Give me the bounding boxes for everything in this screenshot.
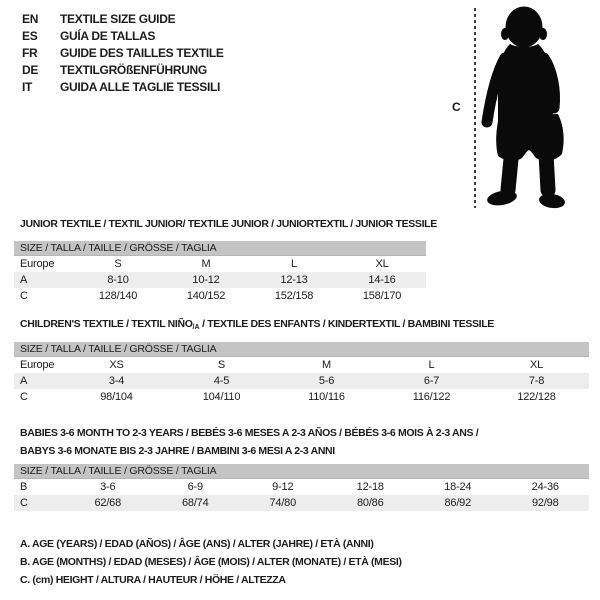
value-cell: 62/68 [94,497,122,509]
table-row: A 3-4 4-5 5-6 6-7 7-8 [14,373,589,389]
footnote-height-cm: C. (cm) HEIGHT / ALTURA / HAUTEUR / HÖHE… [20,574,286,586]
row-label-cell: C [20,391,28,403]
value-cell: 18-24 [444,481,472,493]
language-row: IT GUIDA ALLE TAGLIE TESSILI [22,79,224,96]
toddler-silhouette-image [481,6,565,209]
value-cell: 4-5 [213,375,230,387]
value-cell: 12-18 [356,481,384,493]
language-label: TEXTILGRÖßENFÜHRUNG [60,63,207,77]
language-code: DE [22,63,39,77]
value-cell: 3-6 [100,481,116,493]
table-row: Europe XS S M L XL [14,357,589,373]
value-cell: XS [109,359,124,371]
language-label: GUIDA ALLE TAGLIE TESSILI [60,80,221,94]
language-label: TEXTILE SIZE GUIDE [60,12,176,26]
children-size-table: SIZE / TALLA / TAILLE / GRÖSSE / TAGLIA … [14,342,589,405]
language-label: GUÍA DE TALLAS [60,29,156,43]
value-cell: L [291,258,297,270]
babies-title-line1: BABIES 3-6 MONTH TO 2-3 YEARS / BEBÉS 3-… [20,427,479,439]
row-label-cell: A [20,375,28,387]
language-row: FR GUIDE DES TAILLES TEXTILE [22,45,224,62]
value-cell: 8-10 [107,274,129,286]
value-cell: S [217,359,226,371]
value-cell: 116/122 [412,391,451,403]
children-title-rest: / TEXTILE DES ENFANTS / KINDERTEXTIL / B… [199,318,494,330]
value-cell: 3-4 [108,375,125,387]
value-cell: 14-16 [368,274,396,286]
table-row: B 3-6 6-9 9-12 12-18 18-24 24-36 [14,479,589,495]
value-cell: 110/116 [308,391,345,403]
row-label-cell: Europe [20,258,55,270]
height-marker-label: C [452,100,461,114]
table-row: Europe S M L XL [14,256,426,272]
value-cell: 6-9 [187,481,204,493]
value-cell: 152/158 [274,290,314,302]
value-cell: 140/152 [186,290,226,302]
size-table: Europe XS S M L XL A 3-4 4-5 5-6 6-7 7-8 C 98/104 104/… [14,357,589,405]
junior-table-title: JUNIOR TEXTILE / TEXTIL JUNIOR/ TEXTILE … [20,218,437,230]
value-cell: 128/140 [98,290,138,302]
babies-table-title: BABIES 3-6 MONTH TO 2-3 YEARS / BEBÉS 3-… [20,424,479,460]
value-cell: 92/98 [531,497,559,509]
row-label-cell: A [20,274,28,286]
table-row: C 62/68 68/74 74/80 80/86 86/92 92/98 [14,495,589,511]
value-cell: 68/74 [181,497,209,509]
language-code: IT [22,80,33,94]
language-row: EN TEXTILE SIZE GUIDE [22,11,224,28]
size-table: B 3-6 6-9 9-12 12-18 18-24 24-36 C 62/68 68/74 74/… [14,479,589,511]
row-label-cell: C [20,290,28,302]
table-row: C 128/140 140/152 152/158 158/170 [14,288,426,304]
babies-title-line2: BABYS 3-6 MONATE BIS 2-3 JAHRE / BAMBINI… [20,445,335,457]
row-label-cell: C [20,497,28,509]
value-cell: 24-36 [531,481,559,493]
value-cell: 158/170 [362,290,402,302]
table-row: C 98/104 104/110 110/116 116/122 122/128 [14,389,589,405]
value-cell: XL [529,359,544,371]
row-label-cell: B [20,481,28,493]
value-cell: 6-7 [423,375,440,387]
value-cell: M [201,258,211,270]
children-title-subscript: /A [192,324,200,331]
footnotes: A. AGE (YEARS) / EDAD (AÑOS) / ÂGE (ANS)… [20,535,402,589]
value-cell: 9-12 [272,481,294,493]
language-code: EN [22,12,39,26]
size-table: Europe S M L XL A 8-10 10-12 12-13 14-16 C 128/140 1… [14,256,426,304]
language-code: ES [22,29,38,43]
height-measure-dashed-line [474,8,476,208]
value-cell: 5-6 [318,375,335,387]
language-row: DE TEXTILGRÖßENFÜHRUNG [22,62,224,79]
footnote-age-years: A. AGE (YEARS) / EDAD (AÑOS) / ÂGE (ANS)… [20,538,374,550]
value-cell: 80/86 [356,497,384,509]
language-code: FR [22,46,38,60]
value-cell: L [428,359,435,371]
junior-size-table: SIZE / TALLA / TAILLE / GRÖSSE / TAGLIA … [14,241,426,304]
row-label-cell: Europe [20,359,55,371]
children-table-title: CHILDREN'S TEXTILE / TEXTIL NIÑO/A / TEX… [20,315,494,337]
value-cell: 74/80 [269,497,297,509]
value-cell: 98/104 [100,391,133,403]
value-cell: XL [375,258,389,270]
value-cell: 12-13 [280,274,308,286]
value-cell: 104/110 [202,391,241,403]
language-guide-list: EN TEXTILE SIZE GUIDE ES GUÍA DE TALLAS … [22,11,224,96]
value-cell: 122/128 [517,391,556,403]
value-cell: 7-8 [528,375,545,387]
value-cell: 86/92 [444,497,472,509]
language-label: GUIDE DES TAILLES TEXTILE [60,46,224,60]
size-header-bar: SIZE / TALLA / TAILLE / GRÖSSE / TAGLIA [14,241,426,256]
language-row: ES GUÍA DE TALLAS [22,28,224,45]
footnote-age-months: B. AGE (MONTHS) / EDAD (MESES) / ÂGE (MO… [20,556,402,568]
babies-size-table: SIZE / TALLA / TAILLE / GRÖSSE / TAGLIA … [14,464,589,511]
value-cell: M [322,359,331,371]
children-title-main: CHILDREN'S TEXTILE / TEXTIL NIÑO [20,318,193,330]
table-row: A 8-10 10-12 12-13 14-16 [14,272,426,288]
value-cell: 10-12 [192,274,220,286]
size-header-bar: SIZE / TALLA / TAILLE / GRÖSSE / TAGLIA [14,342,589,357]
value-cell: S [114,258,122,270]
size-header-bar: SIZE / TALLA / TAILLE / GRÖSSE / TAGLIA [14,464,589,479]
